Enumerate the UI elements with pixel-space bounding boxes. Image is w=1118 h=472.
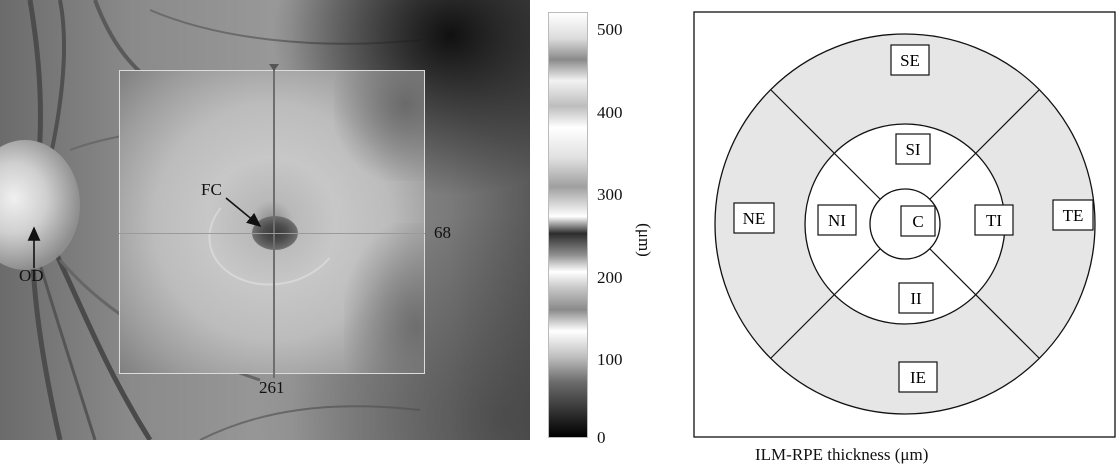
region-si[interactable]: SI: [895, 133, 931, 165]
horizontal-scan-line[interactable]: [119, 233, 425, 234]
colorbar-tick: 300: [597, 185, 623, 204]
svg-text:NE: NE: [743, 209, 766, 228]
thickness-map-overlay: [119, 70, 425, 374]
colorbar-tick: 200: [597, 268, 623, 287]
horizontal-scan-index: 68: [434, 223, 451, 242]
region-ii[interactable]: II: [898, 282, 934, 314]
od-label: OD: [19, 266, 44, 285]
svg-text:SI: SI: [905, 140, 920, 159]
sector-divider: [770, 89, 881, 200]
svg-text:NI: NI: [828, 211, 846, 230]
colorbar-tick: 400: [597, 103, 623, 122]
svg-text:SE: SE: [900, 51, 920, 70]
svg-text:TE: TE: [1063, 206, 1084, 225]
region-ti[interactable]: TI: [974, 204, 1014, 236]
region-te[interactable]: TE: [1052, 199, 1094, 231]
colorbar-tick: 100: [597, 350, 623, 369]
svg-text:C: C: [912, 212, 923, 231]
colorbar-tick: 0: [597, 428, 606, 447]
region-c[interactable]: C: [900, 205, 936, 237]
thickness-colorbar: [548, 12, 588, 438]
region-se[interactable]: SE: [890, 44, 930, 76]
annotation-arrows: [27, 197, 262, 268]
vertical-scan-index: 261: [259, 378, 285, 397]
colorbar-tick: 500: [597, 20, 623, 39]
fc-arrow: [225, 197, 262, 228]
scan-marker-icon: [269, 64, 279, 71]
sector-divider: [929, 248, 1040, 359]
region-ne[interactable]: NE: [733, 202, 775, 234]
sector-divider: [929, 89, 1040, 200]
region-ni[interactable]: NI: [817, 204, 857, 236]
svg-text:TI: TI: [986, 211, 1002, 230]
svg-text:IE: IE: [910, 368, 926, 387]
region-ie[interactable]: IE: [898, 361, 938, 393]
fundus-image: FC OD 68 261: [0, 0, 530, 440]
fc-label: FC: [201, 180, 222, 199]
vertical-scan-line[interactable]: [273, 66, 275, 378]
grid-caption: ILM-RPE thickness (μm): [755, 445, 929, 464]
svg-text:II: II: [910, 289, 922, 308]
sector-divider: [770, 248, 881, 359]
